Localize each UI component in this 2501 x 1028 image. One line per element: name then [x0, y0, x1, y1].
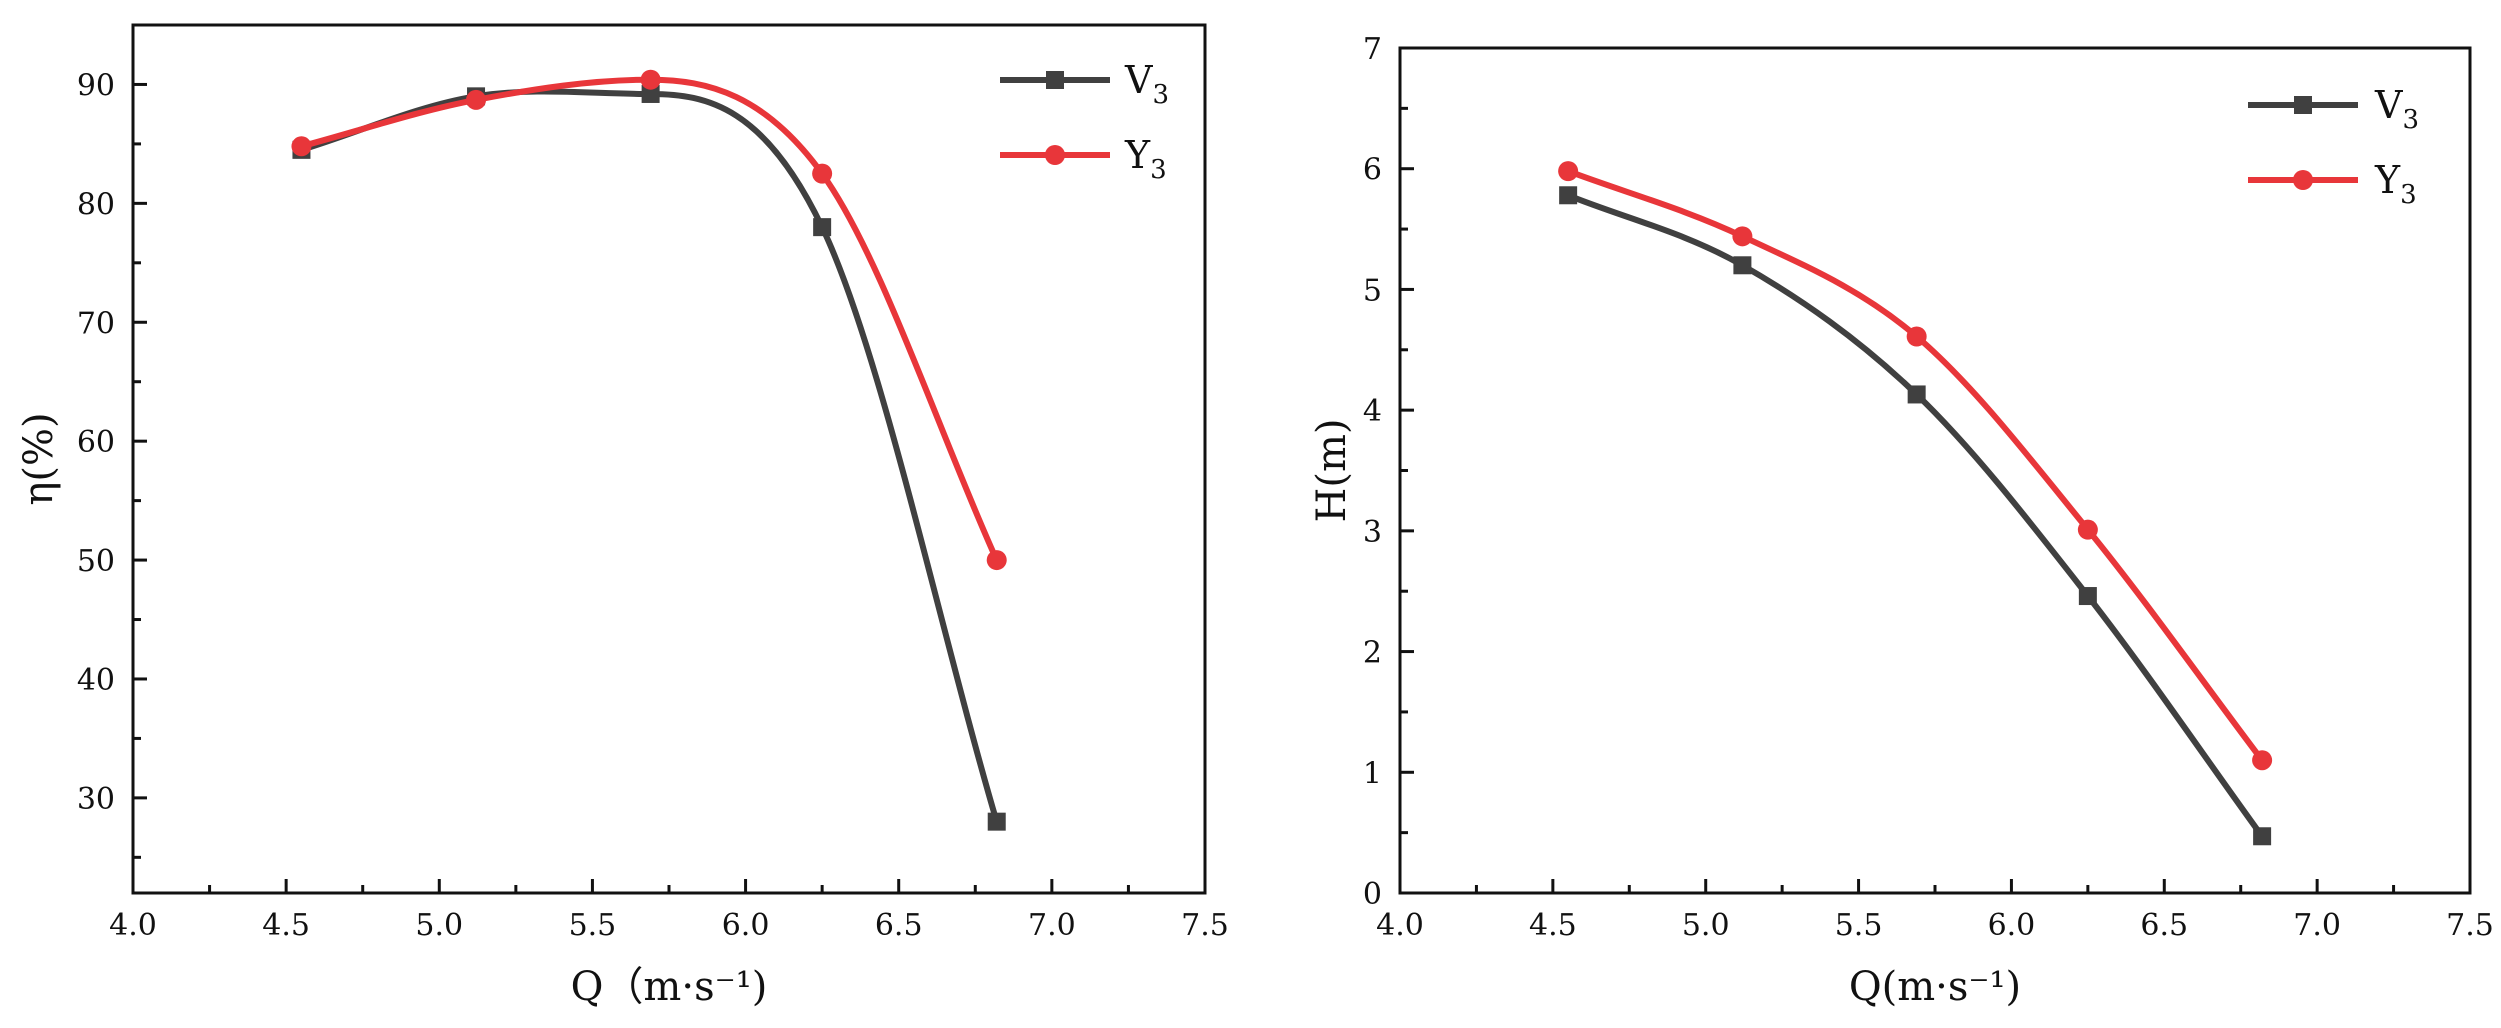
y-tick-label: 70 — [77, 306, 115, 341]
data-point — [1907, 385, 1926, 404]
data-point — [987, 812, 1006, 831]
legend-label-main: Y — [2374, 158, 2401, 202]
efficiency-chart: 4.0 4.5 5.0 5.5 6.0 6.5 7.0 7.5 30 40 50 60 70 80 90 Q（… — [16, 23, 1229, 1010]
x-tick-label: 4.0 — [1376, 908, 1424, 943]
data-point — [1559, 186, 1578, 205]
legend-label-subscript: 3 — [1152, 80, 1169, 110]
x-axis-label: Q（m·s⁻¹) — [571, 964, 768, 1010]
y-tick-label: 60 — [77, 425, 115, 460]
y-tick-label: 4 — [1363, 394, 1382, 429]
series-line — [1565, 168, 2266, 764]
series-y3 — [1558, 161, 2273, 771]
y-tick-label: 30 — [77, 782, 115, 817]
legend-marker — [2294, 96, 2312, 114]
y-tick-label: 5 — [1363, 273, 1382, 308]
series-v3 — [1559, 186, 2272, 846]
legend-label-subscript: 3 — [2402, 105, 2419, 135]
data-point — [1733, 256, 1752, 275]
head-chart: 4.0 4.5 5.0 5.5 6.0 6.5 7.0 7.5 0 1 2 3 4 5 6 7 Q(m·s⁻¹)… — [1309, 32, 2494, 1010]
series-line — [298, 76, 1000, 564]
y-tick-label: 6 — [1363, 153, 1382, 188]
y-tick-label: 1 — [1363, 756, 1382, 791]
legend-entry: V3 — [1000, 58, 1169, 110]
legend-label: V3 — [1124, 58, 1169, 110]
legend-label-subscript: 3 — [1150, 155, 1167, 185]
x-tick-label: 7.5 — [1181, 908, 1229, 943]
x-tick-label: 7.0 — [1028, 908, 1076, 943]
data-point — [2252, 750, 2273, 771]
x-axis-label: Q(m·s⁻¹) — [1849, 964, 2021, 1010]
x-tick-label: 4.0 — [109, 908, 157, 943]
x-tick-label: 6.0 — [722, 908, 770, 943]
x-tick-label: 6.5 — [2140, 908, 2188, 943]
x-tick-label: 5.0 — [1682, 908, 1730, 943]
x-tick-label: 7.5 — [2446, 908, 2494, 943]
data-point — [986, 550, 1007, 571]
x-tick-label: 4.5 — [1529, 908, 1577, 943]
data-point — [1732, 226, 1753, 247]
data-point — [813, 218, 832, 237]
x-tick-label: 5.5 — [1835, 908, 1883, 943]
y-axis-label: η(%) — [16, 412, 62, 505]
series-line — [298, 88, 1000, 825]
legend-label: Y3 — [1124, 133, 1167, 185]
x-tick-label: 4.5 — [262, 908, 310, 943]
y-tick-label: 90 — [77, 68, 115, 103]
y-tick-label: 40 — [77, 663, 115, 698]
x-tick-label: 6.0 — [1988, 908, 2036, 943]
legend-marker — [2293, 170, 2313, 190]
legend-entry: Y3 — [1000, 133, 1167, 185]
series-y3 — [291, 69, 1007, 571]
x-tick-label: 7.0 — [2293, 908, 2341, 943]
data-point — [2253, 827, 2272, 846]
legend-label: Y3 — [2374, 158, 2417, 210]
y-tick-label: 50 — [77, 544, 115, 579]
series-line — [1565, 192, 2266, 840]
legend-label-main: V — [2374, 83, 2403, 127]
legend-label-main: V — [1124, 58, 1153, 102]
data-point — [1558, 161, 1579, 182]
data-point — [641, 84, 660, 103]
y-tick-label: 0 — [1363, 877, 1382, 912]
x-tick-label: 6.5 — [875, 908, 923, 943]
data-point — [291, 136, 312, 157]
y-tick-label: 7 — [1363, 32, 1382, 67]
data-point — [2077, 519, 2098, 540]
legend-marker — [1046, 71, 1064, 89]
legend-entry: V3 — [2248, 83, 2419, 135]
data-point — [2078, 587, 2097, 606]
x-tick-label: 5.0 — [415, 908, 463, 943]
y-tick-label: 80 — [77, 187, 115, 222]
legend-label-subscript: 3 — [2400, 180, 2417, 210]
legend-entry: Y3 — [2248, 158, 2417, 210]
series-v3 — [292, 84, 1006, 831]
data-point — [466, 89, 487, 110]
data-point — [1906, 326, 1927, 347]
legend-label: V3 — [2374, 83, 2419, 135]
y-tick-label: 2 — [1363, 636, 1382, 671]
data-point — [812, 163, 833, 184]
legend-marker — [1045, 145, 1065, 165]
legend-label-main: Y — [1124, 133, 1151, 177]
y-tick-label: 3 — [1363, 515, 1382, 550]
data-point — [640, 69, 661, 90]
y-axis-label: H(m) — [1309, 418, 1355, 522]
x-tick-label: 5.5 — [569, 908, 617, 943]
